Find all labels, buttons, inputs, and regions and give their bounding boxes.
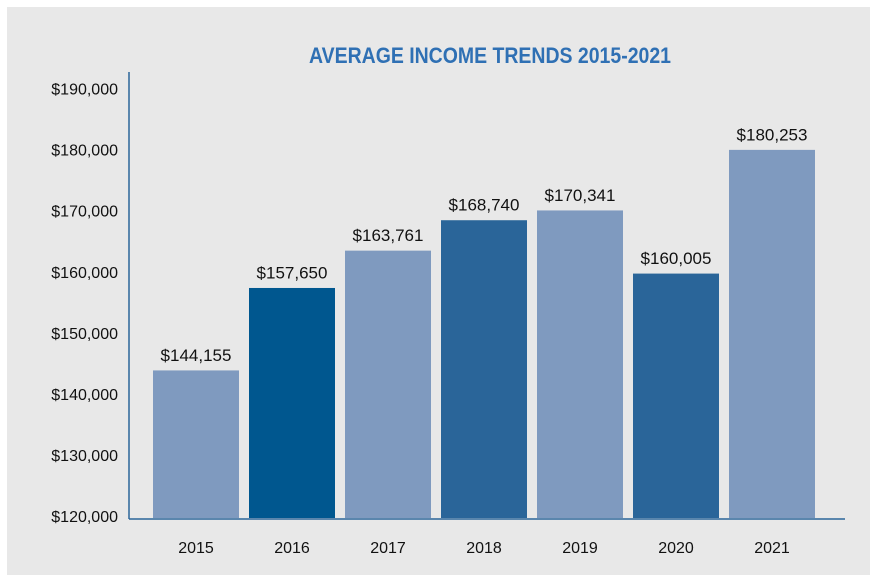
- y-tick-label: $160,000: [51, 265, 118, 282]
- x-tick-label: 2016: [274, 540, 310, 557]
- x-tick-label: 2017: [370, 540, 406, 557]
- value-label: $168,740: [449, 196, 520, 215]
- x-tick-label: 2015: [178, 540, 214, 557]
- value-label: $160,005: [641, 249, 712, 268]
- bar: [249, 287, 335, 518]
- x-tick-label: 2021: [754, 540, 790, 557]
- bar: [345, 250, 431, 518]
- value-label: $163,761: [353, 226, 424, 245]
- y-tick-label: $150,000: [51, 326, 118, 343]
- y-tick-label: $180,000: [51, 143, 118, 160]
- bar: [729, 149, 815, 518]
- value-label: $157,650: [257, 263, 328, 282]
- y-tick-label: $140,000: [51, 387, 118, 404]
- value-label: $144,155: [161, 346, 232, 365]
- y-tick-label: $190,000: [51, 82, 118, 99]
- y-tick-label: $170,000: [51, 204, 118, 221]
- x-tick-label: 2018: [466, 540, 502, 557]
- chart-background: [7, 7, 870, 575]
- value-label: $180,253: [737, 125, 808, 144]
- x-tick-label: 2019: [562, 540, 598, 557]
- bar: [441, 220, 527, 518]
- bar: [537, 210, 623, 518]
- bar: [633, 273, 719, 518]
- x-tick-label: 2020: [658, 540, 694, 557]
- bar: [153, 370, 239, 518]
- value-label: $170,341: [545, 186, 616, 205]
- y-tick-label: $130,000: [51, 448, 118, 465]
- chart-title: AVERAGE INCOME TRENDS 2015-2021: [309, 43, 671, 68]
- y-tick-label: $120,000: [51, 509, 118, 526]
